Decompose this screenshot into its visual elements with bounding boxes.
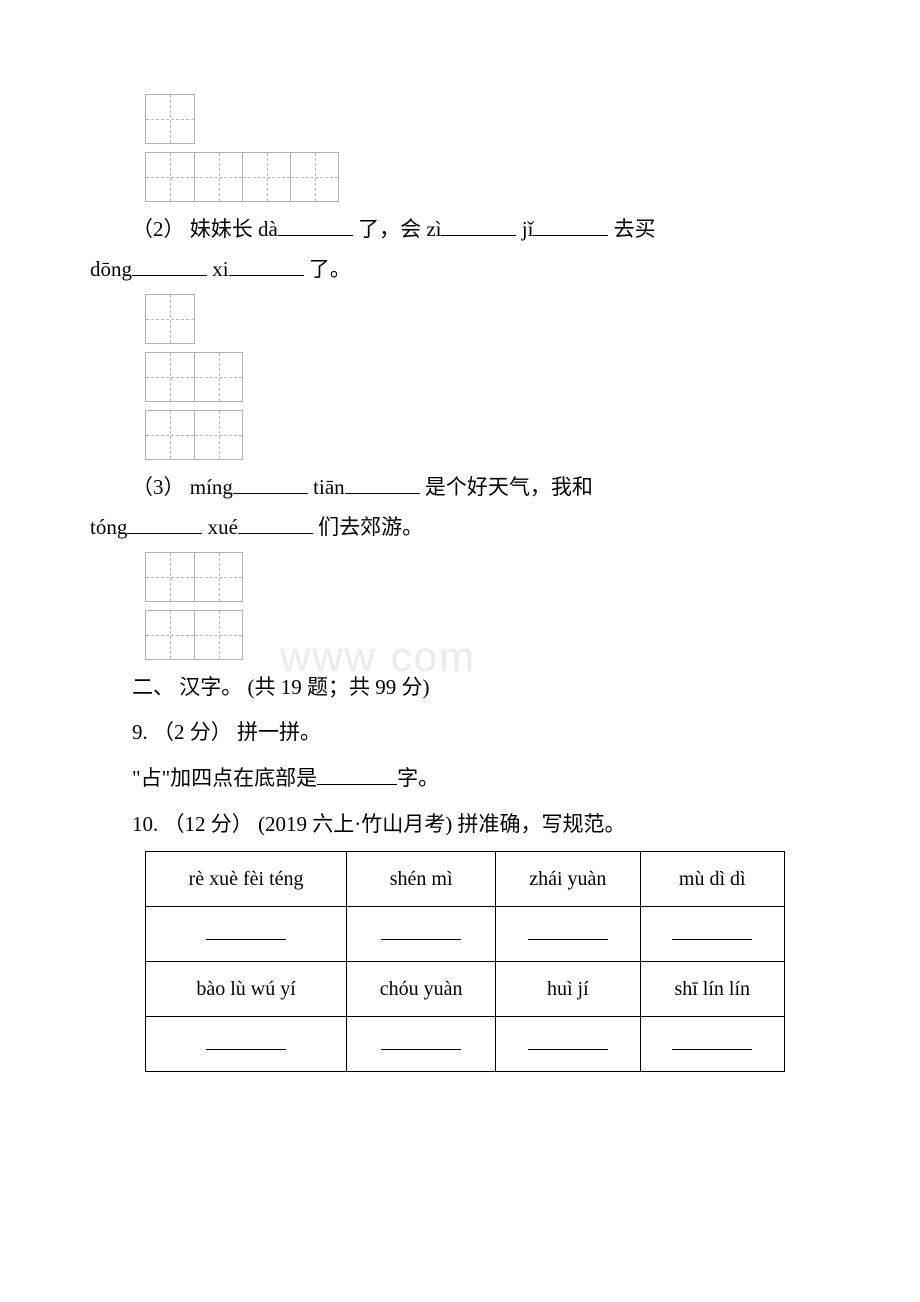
table-row: rè xuè fèi téng shén mì zhái yuàn mù dì … xyxy=(146,852,785,907)
question-2-line1: （2） 妹妹长 dà 了，会 zì jǐ 去买 xyxy=(90,210,830,250)
blank[interactable] xyxy=(345,471,420,494)
table-cell xyxy=(496,907,640,962)
table-cell: zhái yuàn xyxy=(496,852,640,907)
q2-l2b: xi xyxy=(207,257,229,281)
writing-grid-5 xyxy=(145,410,830,460)
page-content: （2） 妹妹长 dà 了，会 zì jǐ 去买 dōng xi 了。 （3） m… xyxy=(90,94,830,1072)
writing-grid-6 xyxy=(145,552,830,602)
table-cell: chóu yuàn xyxy=(347,962,496,1017)
q2-prefix: （2） 妹妹长 dà xyxy=(132,217,278,241)
blank[interactable] xyxy=(672,1028,752,1050)
blank[interactable] xyxy=(206,1028,286,1050)
blank[interactable] xyxy=(132,253,207,276)
q2-l2c: 了。 xyxy=(304,257,351,281)
q3-mid1: tiān xyxy=(308,475,345,499)
table-row xyxy=(146,1017,785,1072)
question-10-header: 10. （12 分） (2019 六上·竹山月考) 拼准确，写规范。 xyxy=(90,805,830,845)
blank[interactable] xyxy=(206,918,286,940)
q9-body-a: "占"加四点在底部是 xyxy=(132,766,317,790)
table-cell xyxy=(347,1017,496,1072)
table-cell: mù dì dì xyxy=(640,852,784,907)
q3-l2b: xué xyxy=(202,515,238,539)
blank[interactable] xyxy=(233,471,308,494)
table-cell xyxy=(640,1017,784,1072)
table-cell: shén mì xyxy=(347,852,496,907)
blank[interactable] xyxy=(441,213,516,236)
q2-mid3: 去买 xyxy=(608,217,655,241)
blank[interactable] xyxy=(528,918,608,940)
blank[interactable] xyxy=(278,213,353,236)
question-2-line2: dōng xi 了。 xyxy=(90,250,830,290)
table-cell xyxy=(640,907,784,962)
q3-l2a: tóng xyxy=(90,515,127,539)
writing-grid-3 xyxy=(145,294,830,344)
section-2-title: 二、 汉字。 (共 19 题；共 99 分) xyxy=(90,668,830,708)
q3-l2c: 们去郊游。 xyxy=(313,515,423,539)
q9-body-b: 字。 xyxy=(397,766,439,790)
blank[interactable] xyxy=(229,253,304,276)
blank[interactable] xyxy=(238,511,313,534)
table-cell: bào lù wú yí xyxy=(146,962,347,1017)
table-cell: huì jí xyxy=(496,962,640,1017)
writing-grid-1 xyxy=(145,94,830,144)
question-9-header: 9. （2 分） 拼一拼。 xyxy=(90,713,830,753)
table-cell xyxy=(146,1017,347,1072)
table-cell xyxy=(496,1017,640,1072)
q2-mid2: jǐ xyxy=(516,217,533,241)
table-cell xyxy=(347,907,496,962)
blank[interactable] xyxy=(528,1028,608,1050)
writing-grid-7 xyxy=(145,610,830,660)
q2-l2a: dōng xyxy=(90,257,132,281)
blank[interactable] xyxy=(672,918,752,940)
blank[interactable] xyxy=(381,918,461,940)
table-cell: rè xuè fèi téng xyxy=(146,852,347,907)
blank[interactable] xyxy=(317,762,397,785)
question-3-line2: tóng xué 们去郊游。 xyxy=(90,508,830,548)
question-3-line1: （3） míng tiān 是个好天气，我和 xyxy=(90,468,830,508)
table-cell xyxy=(146,907,347,962)
table-row: bào lù wú yí chóu yuàn huì jí shī lín lí… xyxy=(146,962,785,1017)
pinyin-table: rè xuè fèi téng shén mì zhái yuàn mù dì … xyxy=(145,851,785,1072)
blank[interactable] xyxy=(381,1028,461,1050)
q3-prefix: （3） míng xyxy=(132,475,233,499)
question-9-body: "占"加四点在底部是 字。 xyxy=(90,759,830,799)
q2-mid1: 了，会 zì xyxy=(353,217,442,241)
q3-mid2: 是个好天气，我和 xyxy=(420,475,593,499)
blank[interactable] xyxy=(533,213,608,236)
table-row xyxy=(146,907,785,962)
writing-grid-4 xyxy=(145,352,830,402)
blank[interactable] xyxy=(127,511,202,534)
writing-grid-2 xyxy=(145,152,830,202)
table-cell: shī lín lín xyxy=(640,962,784,1017)
